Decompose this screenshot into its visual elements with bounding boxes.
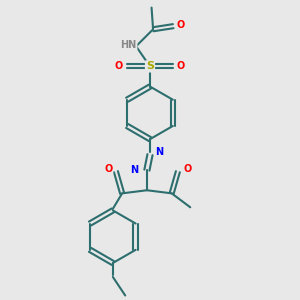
Text: O: O: [177, 20, 185, 30]
Text: N: N: [130, 165, 139, 175]
Text: HN: HN: [120, 40, 136, 50]
Text: O: O: [183, 164, 191, 174]
Text: N: N: [155, 146, 164, 157]
Text: O: O: [177, 61, 185, 71]
Text: O: O: [104, 164, 112, 174]
Text: S: S: [146, 61, 154, 71]
Text: O: O: [115, 61, 123, 71]
